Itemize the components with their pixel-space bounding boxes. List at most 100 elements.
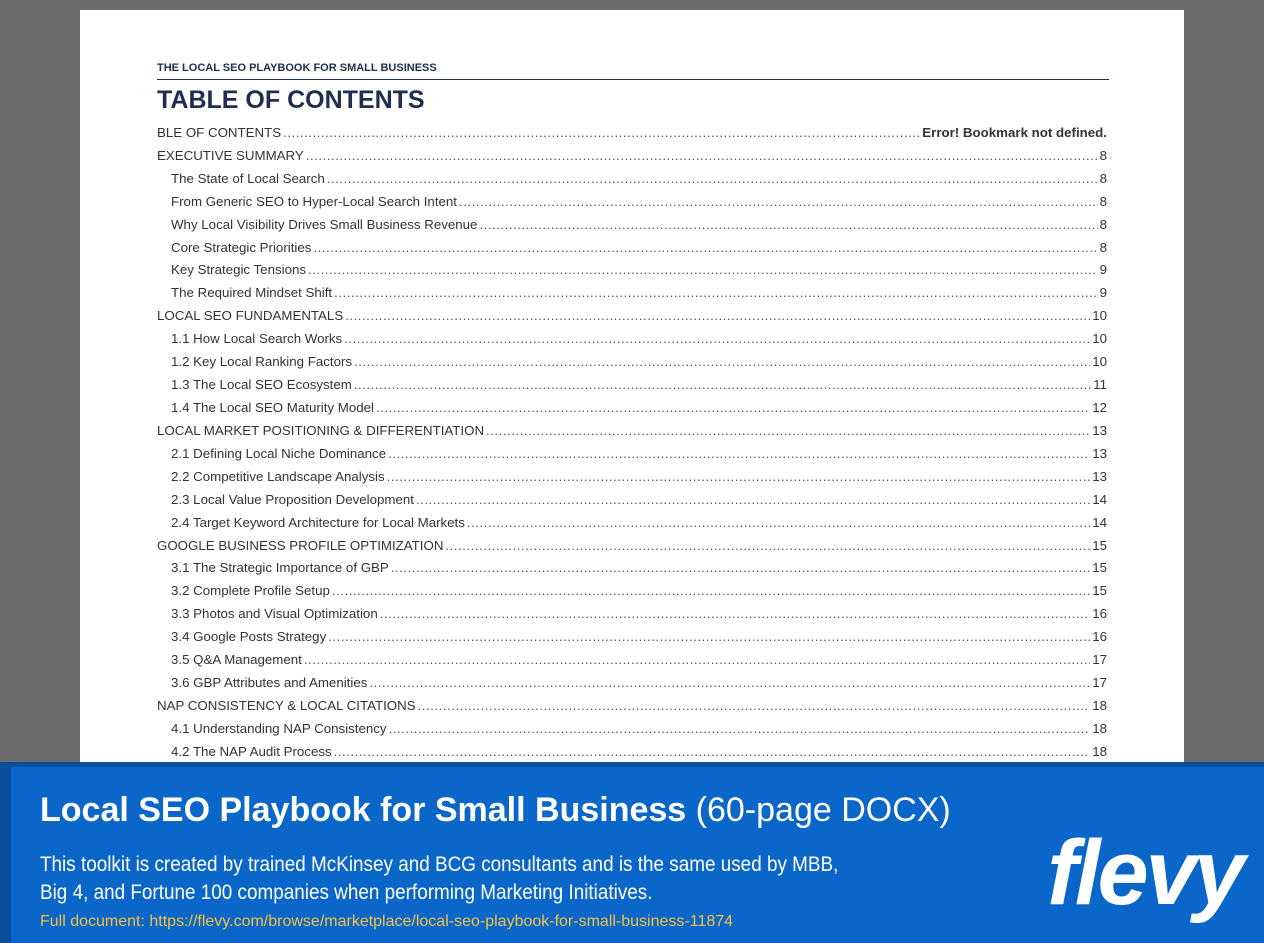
leader-dots: [328, 629, 1090, 644]
toc-entry: LOCAL MARKET POSITIONING & DIFFERENTIATI…: [157, 419, 1107, 442]
entry-page: 8: [1099, 239, 1107, 255]
entry-page: 16: [1092, 606, 1107, 622]
leader-dots: [391, 560, 1090, 575]
leader-dots: [418, 698, 1091, 713]
leader-dots: [306, 148, 1098, 163]
toc-entry: 3.4 Google Posts Strategy 16: [157, 625, 1107, 648]
toc-entry: Key Strategic Tensions 9: [157, 259, 1107, 282]
entry-page: 17: [1092, 675, 1107, 691]
toc-entry: 3.5 Q&A Management 17: [157, 648, 1107, 671]
entry-text: 3.5 Q&A Management: [171, 652, 302, 668]
toc-entry: 2.4 Target Keyword Architecture for Loca…: [157, 511, 1107, 534]
entry-page: 12: [1092, 400, 1107, 416]
banner-title-main: Local SEO Playbook for Small Business: [40, 791, 687, 829]
entry-page: 8: [1099, 147, 1107, 163]
toc-entry: 2.1 Defining Local Niche Dominance 13: [157, 442, 1107, 465]
entry-text: Core Strategic Priorities: [171, 239, 312, 255]
toc-list: BLE OF CONTENTS Error! Bookmark not defin…: [157, 121, 1107, 763]
entry-page: 18: [1092, 698, 1107, 713]
banner-description: This toolkit is created by trained McKin…: [40, 851, 838, 907]
entry-text: 1.4 The Local SEO Maturity Model: [171, 400, 374, 416]
running-header: THE LOCAL SEO PLAYBOOK FOR SMALL BUSINES…: [157, 62, 437, 74]
toc-entry: BLE OF CONTENTS Error! Bookmark not defin…: [157, 121, 1107, 144]
toc-entry: 4.1 Understanding NAP Consistency 18: [157, 717, 1107, 740]
banner-subtitle: (60-page DOCX): [695, 791, 951, 829]
toc-entry: LOCAL SEO FUNDAMENTALS 10: [157, 304, 1107, 327]
flevy-logo: flevy: [1047, 822, 1245, 924]
leader-dots: [479, 217, 1097, 232]
entry-text: 3.2 Complete Profile Setup: [171, 583, 330, 599]
promo-banner: Local SEO Playbook for Small Business (6…: [0, 762, 1264, 943]
entry-text: 1.1 How Local Search Works: [171, 331, 343, 347]
entry-text: 3.3 Photos and Visual Optimization: [171, 606, 378, 622]
description-line: This toolkit is created by trained McKin…: [40, 853, 839, 876]
leader-dots: [332, 583, 1090, 598]
toc-entry: 1.2 Key Local Ranking Factors 10: [157, 350, 1107, 373]
leader-dots: [308, 262, 1098, 277]
entry-page: 15: [1092, 560, 1107, 576]
banner-strip: [0, 767, 11, 943]
entry-text: 2.1 Defining Local Niche Dominance: [171, 445, 387, 461]
entry-page: Error! Bookmark not defined.: [922, 124, 1107, 140]
leader-dots: [327, 171, 1098, 186]
entry-text: 2.3 Local Value Proposition Development: [171, 491, 414, 507]
entry-text: 4.2 The NAP Audit Process: [171, 743, 332, 759]
leader-dots: [389, 721, 1091, 736]
entry-text: 2.2 Competitive Landscape Analysis: [171, 468, 385, 484]
toc-entry: Core Strategic Priorities 8: [157, 236, 1107, 259]
entry-text: The State of Local Search: [171, 170, 325, 186]
description-line: Big 4, and Fortune 100 companies when pe…: [40, 881, 653, 904]
entry-page: 13: [1092, 422, 1107, 438]
leader-dots: [283, 125, 920, 140]
toc-entry: 1.3 The Local SEO Ecosystem 11: [157, 373, 1107, 396]
entry-page: 10: [1092, 331, 1107, 347]
leader-dots: [334, 744, 1091, 759]
leader-dots: [387, 469, 1091, 484]
entry-page: 15: [1092, 537, 1107, 553]
toc-entry: NAP CONSISTENCY & LOCAL CITATIONS 18: [157, 694, 1107, 717]
toc-entry: EXECUTIVE SUMMARY 8: [157, 144, 1107, 167]
entry-text: LOCAL MARKET POSITIONING & DIFFERENTIATI…: [157, 422, 485, 438]
entry-page: 13: [1092, 445, 1107, 461]
toc-entry: 3.6 GBP Attributes and Amenities 17: [157, 671, 1107, 694]
entry-text: 4.1 Understanding NAP Consistency: [171, 720, 387, 736]
toc-entry: The State of Local Search 8: [157, 167, 1107, 190]
entry-page: 8: [1099, 216, 1107, 232]
toc-entry: GOOGLE BUSINESS PROFILE OPTIMIZATION 15: [157, 534, 1107, 557]
entry-text: LOCAL SEO FUNDAMENTALS: [157, 308, 344, 324]
entry-page: 11: [1093, 377, 1107, 393]
header-rule: [157, 79, 1109, 80]
toc-entry: 1.1 How Local Search Works 10: [157, 327, 1107, 350]
leader-dots: [344, 331, 1090, 346]
entry-page: 14: [1092, 491, 1107, 507]
leader-dots: [459, 194, 1098, 209]
entry-text: 3.4 Google Posts Strategy: [171, 629, 327, 645]
entry-text: 3.1 The Strategic Importance of GBP: [171, 560, 389, 576]
entry-page: 15: [1092, 583, 1107, 599]
document-page: THE LOCAL SEO PLAYBOOK FOR SMALL BUSINES…: [80, 10, 1184, 762]
entry-text: From Generic SEO to Hyper-Local Search I…: [171, 193, 457, 209]
toc-entry: 3.3 Photos and Visual Optimization 16: [157, 602, 1107, 625]
toc-entry: From Generic SEO to Hyper-Local Search I…: [157, 190, 1107, 213]
leader-dots: [388, 446, 1090, 461]
entry-text: The Required Mindset Shift: [171, 285, 333, 301]
entry-page: 10: [1092, 354, 1107, 370]
entry-text: GOOGLE BUSINESS PROFILE OPTIMIZATION: [157, 537, 444, 553]
entry-page: 18: [1092, 720, 1107, 736]
document-link[interactable]: Full document: https://flevy.com/browse/…: [40, 913, 734, 930]
entry-page: 17: [1092, 652, 1107, 668]
toc-entry: 3.2 Complete Profile Setup 15: [157, 579, 1107, 602]
entry-page: 14: [1092, 514, 1107, 530]
toc-entry: 1.4 The Local SEO Maturity Model 12: [157, 396, 1107, 419]
entry-page: 10: [1092, 308, 1107, 324]
entry-text: 3.6 GBP Attributes and Amenities: [171, 675, 368, 691]
entry-page: 8: [1099, 193, 1107, 209]
entry-text: Why Local Visibility Drives Small Busine…: [171, 216, 478, 232]
entry-page: 9: [1099, 285, 1107, 301]
entry-text: NAP CONSISTENCY & LOCAL CITATIONS: [157, 698, 416, 713]
toc-title: TABLE OF CONTENTS: [157, 86, 425, 114]
leader-dots: [486, 423, 1090, 438]
leader-dots: [354, 377, 1091, 392]
entry-page: 8: [1099, 170, 1107, 186]
